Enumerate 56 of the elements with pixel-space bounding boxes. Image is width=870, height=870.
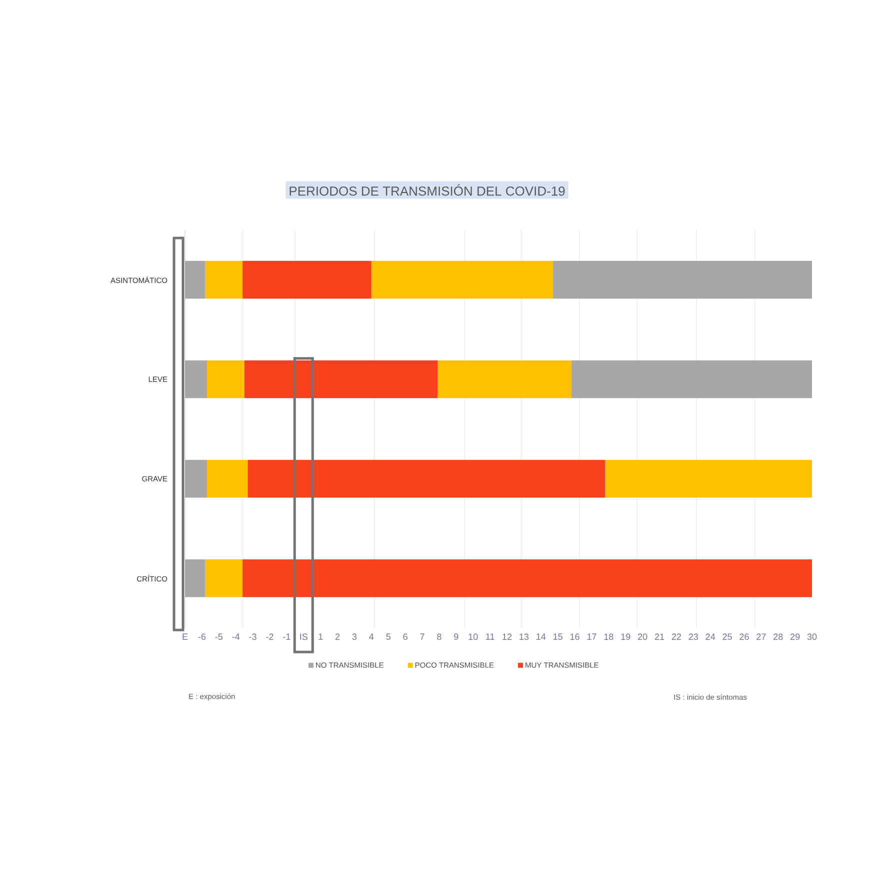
x-tick-label: 29	[790, 634, 800, 640]
bar	[371, 260, 553, 299]
x-tick-label: 19	[621, 634, 630, 640]
x-tick-label: -1	[283, 634, 290, 640]
x-tick-label: 24	[706, 634, 716, 640]
bar	[571, 360, 812, 398]
x-tick-label: 30	[807, 634, 817, 640]
bar	[248, 460, 606, 498]
x-tick-label: -5	[215, 634, 223, 640]
x-tick-label: 28	[774, 634, 783, 640]
bar	[185, 360, 208, 398]
x-tick-label: 22	[672, 634, 681, 640]
x-tick-label: IS	[300, 634, 308, 640]
x-tick-label: 11	[486, 634, 494, 640]
x-tick-label: 26	[740, 634, 749, 640]
x-tick-label: 2	[335, 634, 340, 640]
x-tick-label: E	[182, 634, 188, 640]
bar	[242, 260, 372, 299]
x-tick-label: 3	[352, 634, 357, 640]
x-tick-label: 18	[604, 634, 614, 640]
bar	[242, 559, 812, 598]
x-tick-label: 23	[688, 634, 698, 640]
x-tick-label: 12	[502, 634, 512, 640]
x-tick-label: 17	[587, 634, 596, 640]
x-tick-label: -3	[249, 634, 256, 640]
bar	[185, 559, 206, 598]
x-tick-label: -2	[266, 634, 274, 640]
x-tick-label: 16	[570, 634, 580, 640]
bar	[552, 260, 812, 299]
x-tick-label: -6	[198, 634, 206, 640]
x-tick-label: 15	[554, 634, 562, 640]
x-tick-label: 4	[369, 634, 374, 640]
bar	[244, 360, 438, 398]
x-tick-label: 25	[722, 634, 732, 640]
bar	[605, 460, 812, 498]
x-tick-label: 10	[468, 634, 478, 640]
bar	[185, 260, 206, 299]
bar	[438, 360, 572, 398]
bar	[205, 260, 243, 299]
bar	[207, 460, 248, 498]
chart-title: PERIODOS DE TRANSMISIÓN DEL COVID-19	[290, 184, 565, 196]
bar	[205, 559, 243, 598]
bar	[185, 460, 208, 498]
x-tick-label: -4	[232, 634, 240, 640]
x-tick-label: 9	[454, 634, 458, 640]
x-tick-label: 13	[520, 634, 529, 640]
x-tick-label: 7	[420, 634, 424, 640]
x-tick-label: 21	[654, 634, 664, 640]
bar	[207, 360, 244, 398]
x-tick-label: 14	[536, 634, 546, 640]
x-tick-label: 27	[756, 634, 766, 640]
x-tick-label: 1	[318, 634, 323, 640]
x-tick-label: 8	[437, 634, 442, 640]
x-tick-label: 20	[638, 634, 648, 640]
x-tick-label: 5	[386, 634, 390, 640]
x-tick-label: 6	[403, 634, 408, 640]
